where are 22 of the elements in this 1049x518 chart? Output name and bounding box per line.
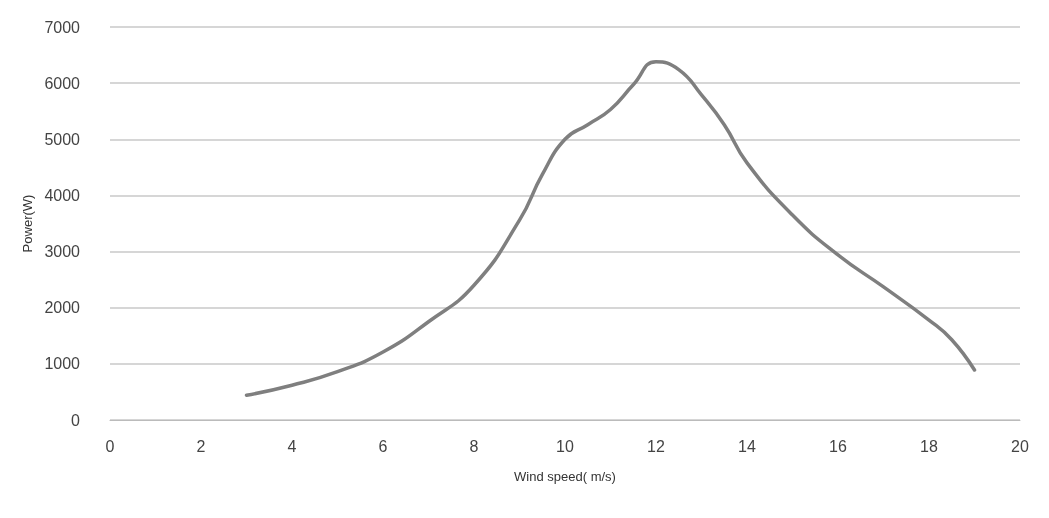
y-tick-label: 1000 [44,355,81,373]
y-tick-label: 2000 [44,299,81,317]
x-tick-label: 20 [1011,437,1029,455]
x-tick-label: 0 [105,437,115,455]
x-tick-label: 10 [556,437,574,455]
y-tick-label: 4000 [44,186,81,204]
y-tick-label: 7000 [44,18,81,36]
y-tick-label: 5000 [44,130,81,148]
x-tick-label: 8 [469,437,479,455]
x-tick-label: 12 [647,437,665,455]
y-tick-label: 3000 [44,243,81,261]
x-tick-label: 4 [287,437,297,455]
x-tick-label: 16 [829,437,847,455]
x-tick-label: 2 [196,437,206,455]
x-tick-label: 18 [920,437,938,455]
y-axis-title: Power(W) [19,194,35,253]
line-series [244,60,977,398]
y-tick-label: 0 [71,411,81,429]
x-tick-label: 14 [738,437,756,455]
y-tick-label: 6000 [44,74,81,92]
x-axis-title: Wind speed( m/s) [514,469,616,484]
x-tick-label: 6 [378,437,388,455]
